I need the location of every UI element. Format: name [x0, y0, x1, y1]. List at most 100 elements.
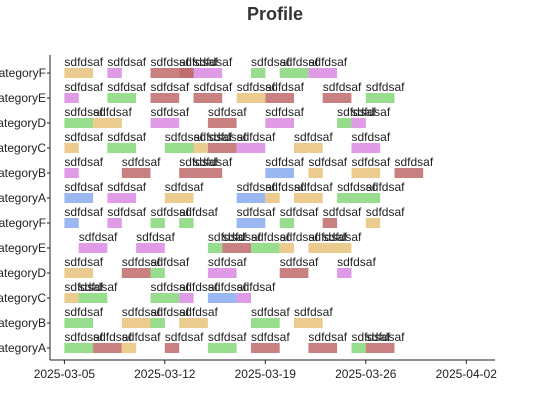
bar-categoryd-2-1: [93, 118, 122, 128]
bar-label: sdfdsaf: [64, 105, 103, 119]
bar-label: sdfdsaf: [323, 230, 362, 244]
bar-categorya-5-0: [64, 193, 94, 203]
bar-categoryf-0-3: [179, 68, 194, 78]
bar-label: sdfdsaf: [165, 180, 204, 194]
bar-label: sdfdsaf: [107, 205, 146, 219]
x-tick-label: 2025-03-26: [335, 367, 397, 381]
bar-label: sdfdsaf: [265, 180, 304, 194]
bar-categorya-5-2: [164, 193, 194, 203]
bar-categorya-11-3: [164, 343, 180, 353]
bar-categoryf-6-0: [64, 218, 79, 228]
bar-label: sdfdsaf: [122, 330, 161, 344]
bar-label: sdfdsaf: [79, 230, 118, 244]
y-axis: CategoryF CategoryE CategoryD CategoryC Cate…: [0, 55, 51, 360]
category-label: CategoryF: [0, 66, 46, 80]
bar-categorya-11-2: [121, 343, 137, 353]
bar-label: sdfdsaf: [151, 255, 190, 269]
bar-categorye-1-3: [193, 93, 223, 103]
bar-categoryd-8-4: [279, 268, 309, 278]
bar-label: sdfdsaf: [265, 105, 304, 119]
bar-categoryf-0-5: [251, 68, 266, 78]
bar-categorye-7-3: [222, 243, 251, 253]
bar-categoryc-3-2: [164, 143, 194, 153]
bar-label: sdfdsaf: [237, 280, 276, 294]
bar-categoryb-10-4: [251, 318, 280, 328]
bar-label: sdfdsaf: [208, 330, 247, 344]
bar-label: sdfdsaf: [208, 230, 247, 244]
bar-categoryf-0-0: [64, 68, 94, 78]
bar-label: sdfdsaf: [179, 155, 218, 169]
bar-categoryd-8-2: [150, 268, 165, 278]
bar-categorya-5-6: [337, 193, 366, 203]
bar-categorye-7-0: [78, 243, 108, 253]
x-tick-label: 2025-04-02: [436, 367, 498, 381]
bar-categoryc-9-2: [150, 293, 180, 303]
bar-categoryd-8-0: [64, 268, 94, 278]
bar-categoryc-3-6: [294, 143, 323, 153]
bar-categoryc-3-0: [64, 143, 79, 153]
bar-label: sdfdsaf: [352, 130, 391, 144]
bar-categorya-11-0: [64, 343, 94, 353]
bar-categoryf-6-5: [279, 218, 295, 228]
bar-categorya-11-1: [93, 343, 122, 353]
bar-categorye-7-6: [308, 243, 323, 253]
bar-label: sdfdsaf: [366, 180, 405, 194]
bar-label: sdfdsaf: [64, 80, 103, 94]
bar-categoryc-3-1: [107, 143, 137, 153]
bar-categorye-1-0: [64, 93, 79, 103]
bar-label: sdfdsaf: [280, 230, 319, 244]
category-label: CategoryC: [0, 291, 46, 305]
bar-categorye-1-2: [150, 93, 180, 103]
bar-label: sdfdsaf: [151, 80, 190, 94]
bar-label: sdfdsaf: [107, 130, 146, 144]
bar-label: sdfdsaf: [122, 305, 161, 319]
bar-categoryb-4-5: [308, 168, 323, 178]
bar-categoryb-4-2: [179, 168, 194, 178]
bar-label: sdfdsaf: [136, 230, 175, 244]
bar-label: sdfdsaf: [337, 180, 376, 194]
bar-categoryf-6-2: [150, 218, 165, 228]
bar-categoryf-6-4: [236, 218, 266, 228]
bar-categorye-7-1: [136, 243, 165, 253]
bar-categoryf-0-7: [308, 68, 338, 78]
category-label: CategoryD: [0, 266, 46, 280]
chart-title: Profile: [247, 4, 303, 24]
bar-label: sdfdsaf: [337, 255, 376, 269]
bar-categorya-5-7: [365, 193, 381, 203]
bar-label: sdfdsaf: [64, 255, 103, 269]
bar-label: sdfdsaf: [151, 205, 190, 219]
bar-label: sdfdsaf: [165, 330, 204, 344]
x-axis: 2025-03-05 2025-03-12 2025-03-19 2025-03-26…: [34, 359, 498, 381]
bar-categorye-7-7: [322, 243, 352, 253]
bar-label: sdfdsaf: [237, 80, 276, 94]
bar-label: sdfdsaf: [308, 55, 347, 69]
bar-categorya-11-7: [351, 343, 366, 353]
bar-categoryc-3-4: [207, 143, 237, 153]
bar-label: sdfdsaf: [107, 55, 146, 69]
bar-label: sdfdsaf: [64, 130, 103, 144]
bar-label: sdfdsaf: [194, 155, 233, 169]
bar-categoryd-2-6: [351, 118, 366, 128]
bar-categorya-11-8: [365, 343, 395, 353]
bar-label: sdfdsaf: [179, 205, 218, 219]
bar-label: sdfdsaf: [194, 130, 233, 144]
x-tick-label: 2025-03-12: [134, 367, 196, 381]
category-label: CategoryA: [0, 191, 46, 205]
bar-label: sdfdsaf: [366, 80, 405, 94]
bar-categoryd-8-5: [337, 268, 352, 278]
bar-label: sdfdsaf: [122, 155, 161, 169]
bar-label: sdfdsaf: [208, 255, 247, 269]
bar-categoryb-4-6: [351, 168, 381, 178]
bar-categoryf-0-2: [150, 68, 194, 78]
bar-label: sdfdsaf: [366, 205, 405, 219]
bar-label: sdfdsaf: [64, 330, 103, 344]
bar-label: sdfdsaf: [280, 255, 319, 269]
bar-label: sdfdsaf: [107, 80, 146, 94]
bar-label: sdfdsaf: [179, 305, 218, 319]
bar-categoryb-4-4: [265, 168, 294, 178]
bar-categoryc-9-3: [179, 293, 194, 303]
bar-categorye-1-4: [236, 93, 266, 103]
bar-label: sdfdsaf: [208, 105, 247, 119]
